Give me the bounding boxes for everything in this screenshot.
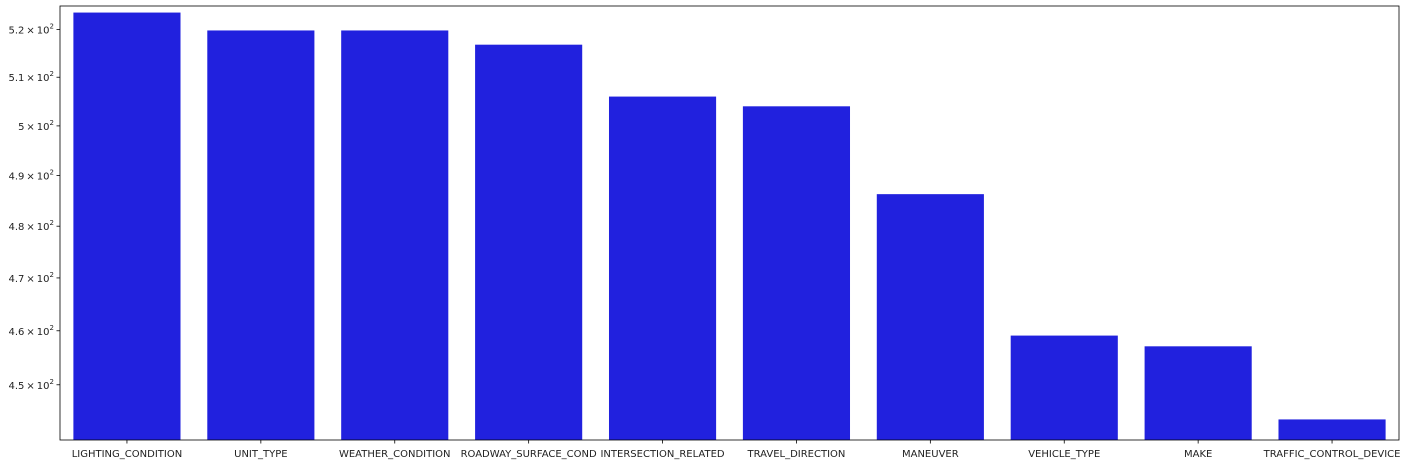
x-tick-label: MANEUVER xyxy=(902,449,959,460)
x-tick-label: WEATHER_CONDITION xyxy=(339,449,451,460)
bar-unit-type xyxy=(207,30,315,440)
y-tick-label: 4.6 × 102 xyxy=(9,324,54,338)
bar-vehicle-type xyxy=(1010,335,1118,440)
y-tick-label: 5.1 × 102 xyxy=(9,70,54,84)
y-tick-label: 5 × 102 xyxy=(18,119,54,133)
y-tick-label: 4.8 × 102 xyxy=(9,219,54,233)
x-tick-label: UNIT_TYPE xyxy=(234,449,287,460)
x-tick-label: TRAVEL_DIRECTION xyxy=(747,449,846,460)
bar-lighting-condition xyxy=(73,12,181,440)
x-tick-label: MAKE xyxy=(1184,449,1212,460)
bar-weather-condition xyxy=(341,30,449,440)
x-tick-label: TRAFFIC_CONTROL_DEVICE xyxy=(1263,449,1401,460)
bars-group xyxy=(73,12,1386,440)
y-axis: 4.5 × 102 4.6 × 102 4.7 × 102 4.8 × 102 4.9 … xyxy=(9,23,60,392)
y-tick-label: 4.5 × 102 xyxy=(9,378,54,392)
x-axis: LIGHTING_CONDITION UNIT_TYPE WEATHER_CONDI… xyxy=(72,440,1401,460)
y-tick-label: 4.7 × 102 xyxy=(9,271,54,285)
plot-frame xyxy=(59,5,1400,441)
bar-traffic-control-device xyxy=(1278,419,1386,440)
x-tick-label: ROADWAY_SURFACE_COND xyxy=(461,449,597,460)
x-tick-label: LIGHTING_CONDITION xyxy=(72,449,182,460)
bar-maneuver xyxy=(876,194,984,440)
y-tick-label: 5.2 × 102 xyxy=(9,23,54,37)
bar-travel-direction xyxy=(742,106,851,440)
bar-make xyxy=(1144,346,1252,440)
x-tick-label: INTERSECTION_RELATED xyxy=(600,449,724,460)
bar-roadway-surface-cond xyxy=(475,44,583,440)
y-tick-label: 4.9 × 102 xyxy=(9,169,54,183)
x-tick-label: VEHICLE_TYPE xyxy=(1028,449,1100,460)
bar-intersection-related xyxy=(608,96,717,440)
